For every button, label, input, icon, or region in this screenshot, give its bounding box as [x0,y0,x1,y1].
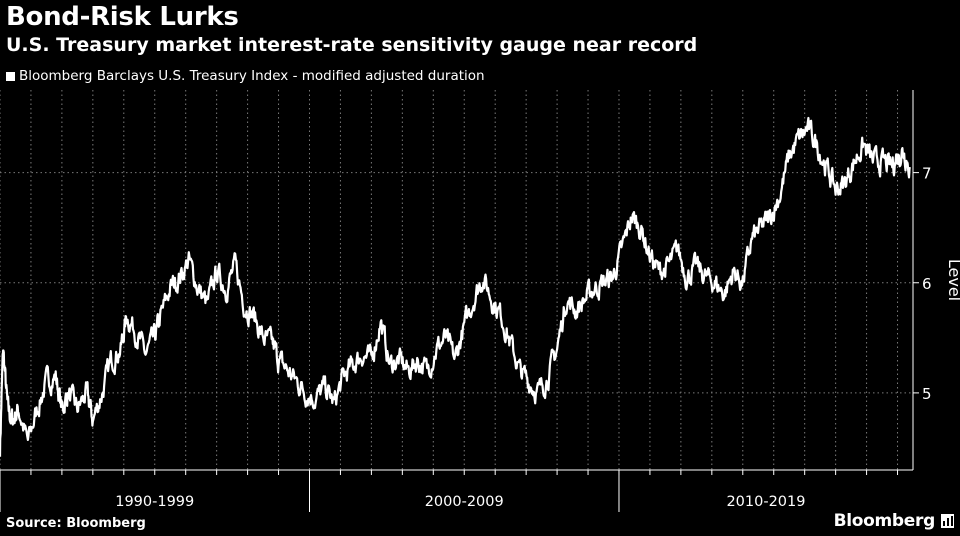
brand-text: Bloomberg [833,511,936,531]
x-group-label: 2010-2019 [726,494,805,510]
y-tick-label: 6 [922,275,932,293]
source-note: Source: Bloomberg [6,516,146,531]
x-group-label: 1990-1999 [115,494,194,510]
y-axis-label: Level [945,259,960,301]
y-tick-label: 5 [922,385,932,403]
x-group-label: 2000-2009 [425,494,504,510]
bloomberg-bars-icon [941,514,954,528]
y-tick-label: 7 [922,165,932,183]
legend-swatch [6,71,15,81]
chart-title: Bond-Risk Lurks [6,2,239,32]
brand-logo: Bloomberg [834,511,954,531]
series-line-modified-duration [0,116,911,457]
legend: Bloomberg Barclays U.S. Treasury Index -… [6,68,485,84]
legend-label: Bloomberg Barclays U.S. Treasury Index -… [19,68,485,84]
chart-subtitle: U.S. Treasury market interest-rate sensi… [6,34,698,56]
